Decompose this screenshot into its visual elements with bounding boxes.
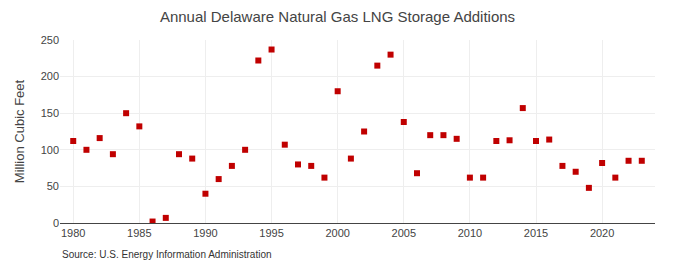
svg-text:1980: 1980 xyxy=(61,227,85,239)
svg-text:100: 100 xyxy=(41,144,59,156)
svg-text:2020: 2020 xyxy=(590,227,614,239)
svg-text:2005: 2005 xyxy=(392,227,416,239)
svg-text:200: 200 xyxy=(41,70,59,82)
svg-text:50: 50 xyxy=(47,180,59,192)
svg-text:2015: 2015 xyxy=(524,227,548,239)
svg-text:150: 150 xyxy=(41,107,59,119)
svg-text:2000: 2000 xyxy=(325,227,349,239)
svg-text:1995: 1995 xyxy=(259,227,283,239)
svg-text:0: 0 xyxy=(53,217,59,229)
svg-text:Million Cubic Feet: Million Cubic Feet xyxy=(12,79,27,183)
svg-text:250: 250 xyxy=(41,34,59,46)
svg-text:1990: 1990 xyxy=(193,227,217,239)
svg-text:2010: 2010 xyxy=(458,227,482,239)
svg-text:Source: U.S. Energy Informatio: Source: U.S. Energy Information Administ… xyxy=(62,249,272,260)
svg-text:1985: 1985 xyxy=(127,227,151,239)
svg-text:Annual Delaware Natural Gas LN: Annual Delaware Natural Gas LNG Storage … xyxy=(160,8,515,25)
